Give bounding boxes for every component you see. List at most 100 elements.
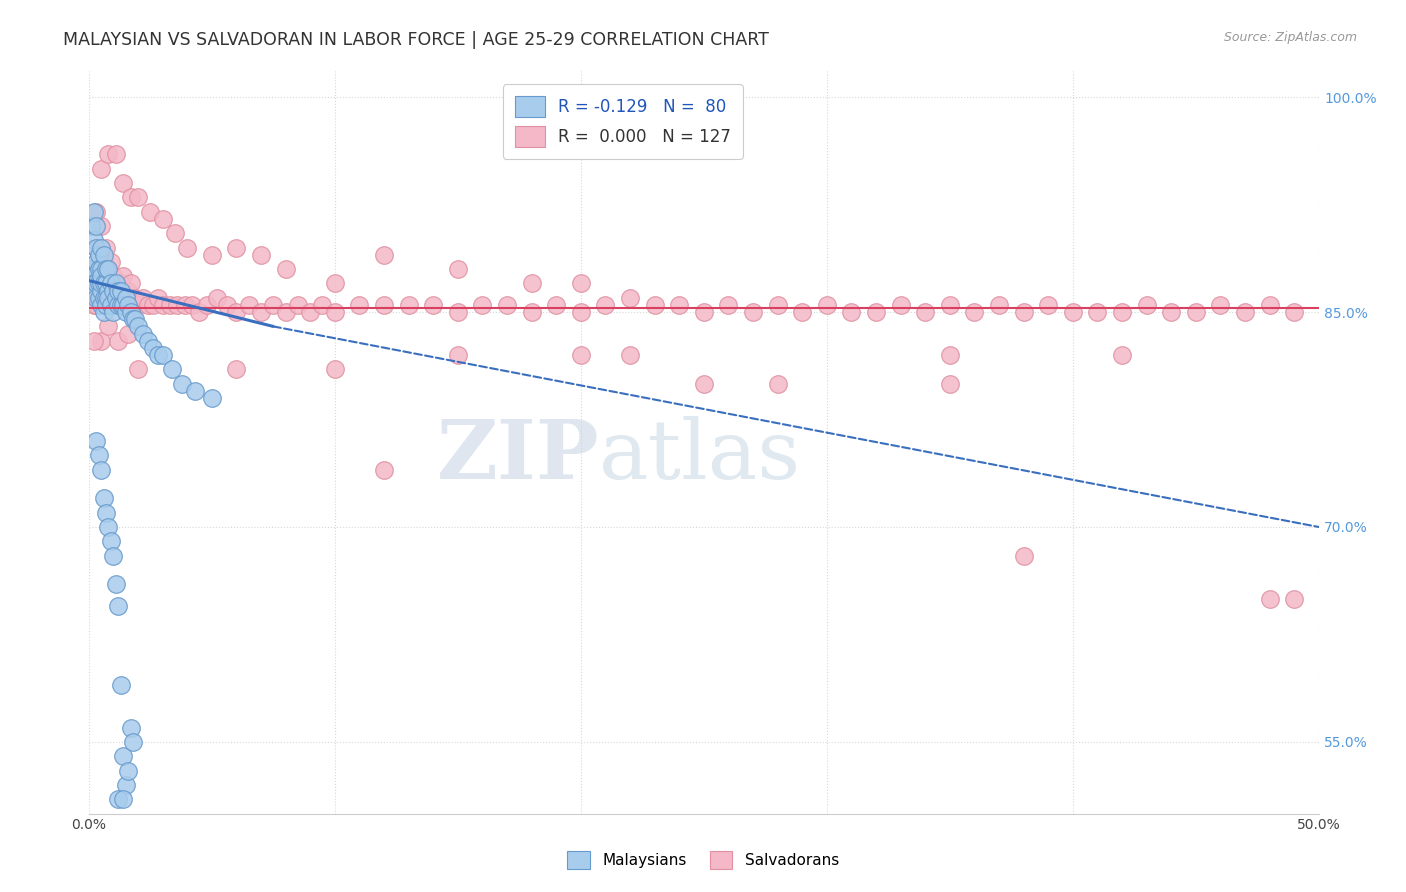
Point bbox=[97, 291, 120, 305]
Point bbox=[114, 291, 136, 305]
Point bbox=[176, 241, 198, 255]
Point bbox=[250, 248, 273, 262]
Point bbox=[152, 211, 174, 226]
Point bbox=[107, 599, 129, 613]
Point bbox=[546, 298, 568, 312]
Point bbox=[87, 277, 110, 291]
Point bbox=[93, 255, 115, 269]
Point bbox=[84, 434, 107, 448]
Point bbox=[103, 291, 125, 305]
Text: atlas: atlas bbox=[599, 416, 801, 496]
Point bbox=[373, 463, 395, 477]
Point bbox=[914, 305, 936, 319]
Point bbox=[323, 362, 346, 376]
Point bbox=[90, 219, 112, 233]
Point bbox=[90, 284, 112, 298]
Point bbox=[83, 277, 105, 291]
Point bbox=[939, 298, 962, 312]
Point bbox=[1111, 348, 1133, 362]
Point bbox=[120, 305, 142, 319]
Point bbox=[93, 277, 115, 291]
Point bbox=[93, 298, 115, 312]
Point bbox=[1111, 305, 1133, 319]
Point bbox=[107, 284, 129, 298]
Point bbox=[1062, 305, 1084, 319]
Point bbox=[841, 305, 863, 319]
Point bbox=[132, 326, 155, 341]
Point bbox=[146, 291, 169, 305]
Point bbox=[120, 277, 142, 291]
Point bbox=[1258, 591, 1281, 606]
Point bbox=[104, 277, 127, 291]
Point bbox=[163, 227, 186, 241]
Point bbox=[183, 384, 205, 398]
Point bbox=[87, 291, 110, 305]
Point bbox=[815, 298, 838, 312]
Point bbox=[1233, 305, 1256, 319]
Point bbox=[225, 305, 247, 319]
Point bbox=[110, 284, 132, 298]
Point bbox=[103, 549, 125, 563]
Point bbox=[90, 241, 112, 255]
Point bbox=[142, 298, 165, 312]
Point bbox=[97, 262, 120, 277]
Point bbox=[152, 348, 174, 362]
Point bbox=[104, 277, 127, 291]
Point bbox=[124, 291, 146, 305]
Point bbox=[107, 792, 129, 806]
Point bbox=[693, 376, 716, 391]
Point bbox=[127, 298, 149, 312]
Point bbox=[262, 298, 284, 312]
Point bbox=[90, 262, 112, 277]
Point bbox=[80, 219, 103, 233]
Point bbox=[103, 269, 125, 284]
Point bbox=[90, 262, 112, 277]
Point bbox=[619, 291, 641, 305]
Point bbox=[84, 241, 107, 255]
Point bbox=[159, 298, 181, 312]
Point bbox=[97, 147, 120, 161]
Point bbox=[94, 506, 117, 520]
Point bbox=[201, 248, 224, 262]
Point bbox=[90, 277, 112, 291]
Point bbox=[117, 764, 139, 778]
Point bbox=[94, 291, 117, 305]
Point bbox=[117, 326, 139, 341]
Point bbox=[112, 749, 135, 764]
Point bbox=[97, 319, 120, 334]
Point bbox=[136, 298, 159, 312]
Point bbox=[939, 348, 962, 362]
Point bbox=[471, 298, 494, 312]
Point bbox=[373, 248, 395, 262]
Point bbox=[520, 277, 543, 291]
Point bbox=[1135, 298, 1157, 312]
Point bbox=[172, 376, 194, 391]
Point bbox=[93, 284, 115, 298]
Point bbox=[195, 298, 218, 312]
Point bbox=[83, 277, 105, 291]
Point bbox=[644, 298, 666, 312]
Point bbox=[94, 284, 117, 298]
Point bbox=[107, 284, 129, 298]
Point bbox=[274, 305, 297, 319]
Point bbox=[668, 298, 690, 312]
Point bbox=[205, 291, 228, 305]
Point bbox=[112, 269, 135, 284]
Point bbox=[107, 334, 129, 348]
Point bbox=[80, 262, 103, 277]
Point bbox=[132, 291, 155, 305]
Point bbox=[100, 255, 122, 269]
Point bbox=[496, 298, 519, 312]
Point bbox=[90, 269, 112, 284]
Point bbox=[201, 391, 224, 405]
Point bbox=[166, 298, 188, 312]
Point bbox=[766, 376, 789, 391]
Point bbox=[114, 778, 136, 792]
Point bbox=[120, 190, 142, 204]
Point bbox=[122, 298, 145, 312]
Point bbox=[83, 298, 105, 312]
Point bbox=[103, 305, 125, 319]
Point bbox=[97, 291, 120, 305]
Point bbox=[250, 305, 273, 319]
Point bbox=[520, 305, 543, 319]
